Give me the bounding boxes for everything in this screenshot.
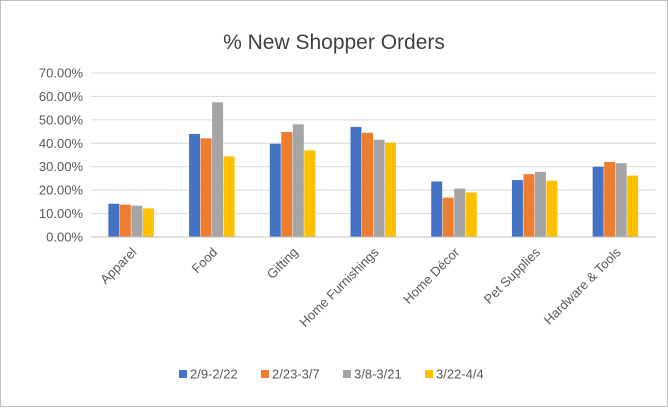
y-tick-label: 20.00% (39, 183, 84, 198)
legend-swatch (179, 370, 187, 378)
chart-title: % New Shopper Orders (223, 31, 445, 54)
x-tick-label: Gifting (264, 245, 301, 282)
legend-label: 2/9-2/22 (190, 367, 238, 382)
bar (442, 197, 454, 237)
x-tick-label: Home Décor (400, 244, 463, 307)
bar (108, 203, 120, 237)
bar (385, 142, 396, 237)
y-tick-label: 50.00% (39, 112, 84, 127)
x-tick-label: Apparel (97, 244, 139, 286)
bar (212, 102, 224, 238)
bar (142, 208, 154, 237)
bar (189, 133, 201, 237)
bar (200, 138, 212, 237)
y-tick-label: 10.00% (39, 206, 84, 221)
bar (604, 162, 616, 237)
y-tick-label: 0.00% (46, 230, 83, 245)
legend-swatch (343, 370, 351, 378)
bar (131, 205, 143, 237)
y-tick-label: 30.00% (39, 159, 84, 174)
bar (523, 174, 535, 237)
bar (373, 139, 385, 237)
bar (269, 143, 281, 237)
bar (465, 192, 477, 237)
legend: 2/9-2/22 2/23-3/7 3/8-3/21 3/22-4/4 (179, 367, 484, 382)
bar (304, 150, 316, 237)
x-tick-label: Home Furnishings (296, 244, 382, 330)
legend-label: 2/23-3/7 (272, 367, 320, 382)
bar (615, 163, 627, 237)
bars (108, 102, 639, 238)
bar (454, 188, 466, 237)
y-tick-label: 40.00% (39, 136, 84, 151)
bar (362, 132, 373, 237)
y-tick-label: 70.00% (39, 66, 84, 81)
legend-swatch (425, 370, 433, 378)
bar (511, 180, 523, 237)
bar (119, 204, 131, 237)
x-tick-label: Hardware & Tools (541, 244, 624, 327)
bar (546, 180, 558, 237)
legend-label: 3/22-4/4 (436, 367, 484, 382)
legend-label: 3/8-3/21 (354, 367, 402, 382)
y-axis: 0.00% 10.00% 20.00% 30.00% 40.00% 50.00% 60.00… (39, 66, 84, 245)
bar (592, 166, 604, 237)
legend-swatch (261, 370, 269, 378)
bar (281, 132, 293, 237)
bar (534, 171, 546, 237)
y-tick-label: 60.00% (39, 89, 84, 104)
bar (627, 175, 639, 237)
bar (350, 126, 362, 237)
bar (223, 156, 235, 237)
bar (431, 181, 443, 237)
x-tick-label: Pet Supplies (481, 244, 544, 307)
bar (292, 124, 304, 237)
x-tick-label: Food (189, 245, 221, 277)
